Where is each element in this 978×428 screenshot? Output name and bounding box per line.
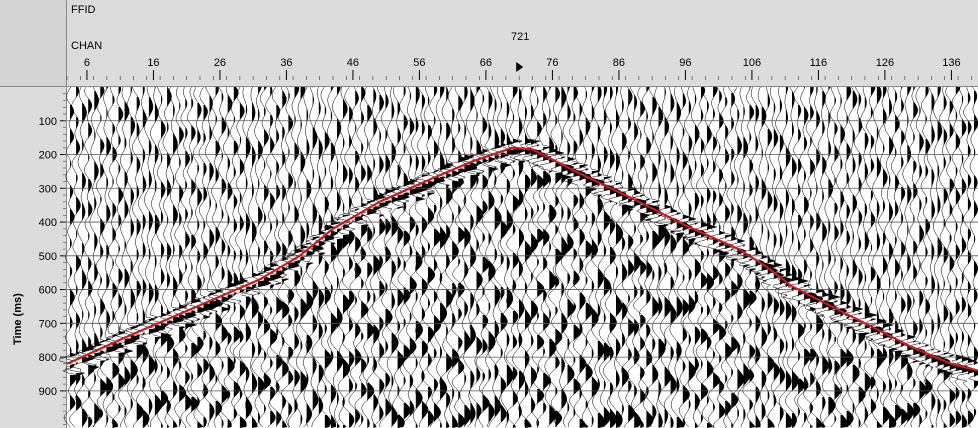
ffid-label: FFID (71, 4, 96, 16)
x-tick-label: 26 (214, 57, 226, 69)
x-tick-label: 136 (942, 57, 960, 69)
header-corner (0, 0, 67, 86)
time-grid (67, 120, 978, 392)
y-tick-label: 200 (39, 150, 57, 162)
chan-label: CHAN (71, 40, 103, 52)
x-tick-label: 76 (546, 57, 558, 69)
y-tick-label: 600 (39, 285, 57, 297)
x-tick-label: 66 (480, 57, 492, 69)
y-tick-label: 700 (39, 318, 57, 330)
trace-header-panel: FFID CHAN 721 (0, 0, 978, 87)
x-tick-label: 6 (84, 57, 90, 69)
x-tick-label: 86 (613, 57, 625, 69)
first-break-pick-line (66, 146, 978, 372)
y-tick-label: 900 (39, 386, 57, 398)
trace-wiggle (59, 86, 978, 428)
time-axis: 100 200 300 400 500 600 700 800 900 (39, 93, 66, 425)
y-tick-label: 300 (39, 183, 57, 195)
channel-axis: 6 16 26 36 46 56 66 76 86 96 106 116 126 136 (66, 57, 972, 80)
x-tick-label: 96 (679, 57, 691, 69)
x-tick-label: 46 (347, 57, 359, 69)
seismic-traces (59, 86, 978, 428)
time-axis-panel: Time (ms) (0, 87, 67, 428)
source-marker-icon (516, 62, 524, 72)
x-tick-label: 56 (413, 57, 425, 69)
y-tick-label: 800 (39, 352, 57, 364)
y-tick-label: 500 (39, 251, 57, 263)
y-tick-label: 100 (39, 116, 57, 128)
x-tick-label: 106 (743, 57, 761, 69)
x-tick-label: 116 (810, 57, 828, 69)
y-tick-label: 400 (39, 217, 57, 229)
x-tick-label: 126 (876, 57, 894, 69)
x-tick-label: 16 (147, 57, 159, 69)
ffid-value: 721 (511, 31, 530, 43)
trace-fill (70, 87, 978, 428)
x-tick-label: 36 (280, 57, 292, 69)
